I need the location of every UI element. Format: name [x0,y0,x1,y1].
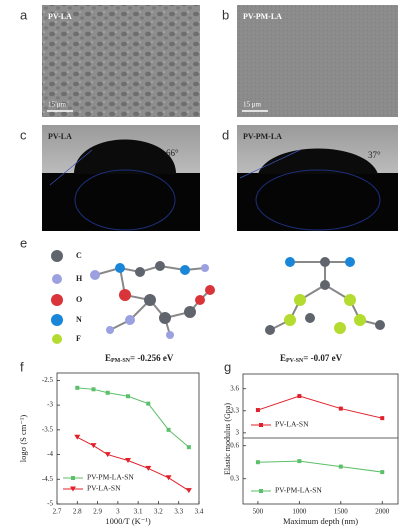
marker [146,401,151,406]
legend-marker [71,476,75,480]
marker [126,394,130,399]
x-tick-label: 2.9 [93,508,102,516]
panel-label: b [222,7,229,22]
panel-label: g [224,359,231,374]
marker [338,464,343,469]
x-tick-label: 3.4 [195,508,204,516]
marker [165,475,172,481]
element-label: C [76,251,82,260]
y-tick-label: 3 [236,428,240,436]
scale-label: 15 μm [243,101,262,109]
x-tick-label: 2000 [375,508,390,516]
marker [166,427,171,432]
marker [380,416,385,421]
substrate [42,173,200,231]
legend-marker [70,486,76,492]
x-tick-label: 3 [116,508,120,516]
panel-label: f [20,359,24,374]
marker [91,387,96,392]
y-axis-label: Elastic modulus (Gpa) [223,403,232,475]
image-title: PV-LA [48,132,72,141]
sem-image [237,5,398,117]
scale-label: 15 μm [48,101,67,109]
x-tick-label: 3.1 [134,508,143,516]
y-tick-label: -4 [47,450,53,458]
y-tick-label: -3.5 [42,425,54,433]
element-label: O [76,295,82,304]
image-title: PV-PM-LA [243,132,282,141]
y-tick-label: 0.3 [230,474,239,482]
marker [125,457,131,463]
molecule [90,261,215,339]
legend-marker [259,489,263,493]
tangent [239,149,301,179]
marker [145,465,152,471]
marker [255,460,260,465]
marker [74,434,81,440]
y-tick-label: -3 [47,401,53,409]
x-tick-label: 3.3 [174,508,183,516]
reflection [74,169,176,231]
marker [255,408,260,413]
x-tick-label: 1500 [334,508,349,516]
legend-label: PV-LA-SN [87,484,121,493]
molecule [265,257,385,335]
energy-label: EPM-SN= -0.256 eV [105,353,174,364]
series-line [77,387,190,448]
image-title: PV-LA [48,12,72,21]
marker [105,390,110,395]
panel-label: d [222,127,229,142]
marker [185,488,192,494]
x-axis-label: 1000/T (K⁻¹) [105,516,151,526]
marker [297,394,302,399]
x-tick-label: 1000 [292,508,307,516]
y-tick-label: 0.6 [230,441,239,449]
x-tick-label: 3.2 [154,508,163,516]
legend-marker [259,423,263,427]
legend-label: PV-PM-LA-SN [275,486,322,495]
x-tick-label: 2.8 [73,508,82,516]
marker [380,470,385,475]
panel-label: e [20,235,27,250]
droplet [258,148,378,174]
marker [104,452,111,458]
energy-label: EPV-SN= -0.07 eV [280,353,343,364]
x-tick-label: 2.7 [53,508,62,516]
marker [75,385,80,390]
legend-label: PV-LA-SN [275,420,309,429]
legend-label: PV-PM-LA-SN [87,473,134,482]
droplet [74,139,176,174]
image-title: PV-PM-LA [243,12,282,21]
y-axis-label: logσ (S cm⁻¹) [18,415,28,463]
marker [186,445,191,450]
plot-frame [56,372,200,505]
marker [90,443,97,449]
panel-label: c [20,127,27,142]
y-tick-label: -4.5 [42,475,54,483]
y-tick-label: 3.6 [230,384,239,392]
y-tick-label: 3.3 [230,406,239,414]
element-label: N [76,315,82,324]
series-line [257,395,383,419]
substrate [237,173,398,231]
panel-label: a [20,7,28,22]
y-tick-label: -5 [47,500,53,508]
tangent [49,149,93,186]
marker [297,459,302,464]
marker [338,406,343,411]
y-tick-label: -2.5 [42,376,54,384]
x-tick-label: 500 [253,508,264,516]
contact-angle: 66° [166,148,179,158]
reflection [255,169,381,231]
x-axis-label: Maximum depth (nm) [283,516,358,526]
element-label: H [76,274,83,283]
series-line [257,460,383,473]
contact-angle: 37° [368,150,381,160]
element-label: F [76,334,81,343]
sem-image [42,5,200,117]
atom-legend [51,250,63,344]
plot-frame [242,373,399,505]
